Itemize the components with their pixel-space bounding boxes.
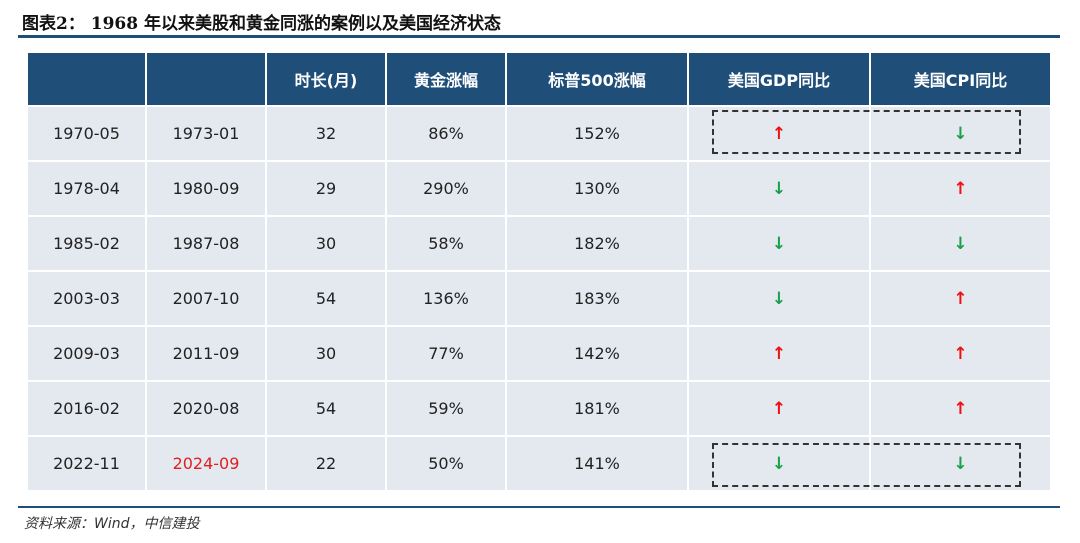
cell-gdp: ↓ (687, 435, 871, 492)
header-sp500: 标普500涨幅 (505, 51, 689, 107)
footer-line (18, 506, 1060, 508)
arrow-down-icon: ↓ (953, 453, 968, 474)
cell-cpi: ↑ (869, 325, 1052, 382)
table-row: 1985-02 1987-08 30 58% 182% ↓ ↓ (26, 215, 1052, 272)
cell-months: 54 (265, 380, 387, 437)
cell-gold: 77% (385, 325, 507, 382)
arrow-down-icon: ↓ (771, 178, 787, 199)
arrow-down-icon: ↓ (771, 453, 787, 474)
cell-cpi: ↓ (869, 105, 1052, 162)
arrow-down-icon: ↓ (771, 288, 787, 309)
cell-start: 2016-02 (26, 380, 147, 437)
cell-sp500: 183% (505, 270, 689, 327)
cell-months: 32 (265, 105, 387, 162)
table-row: 1978-04 1980-09 29 290% 130% ↓ ↑ (26, 160, 1052, 217)
table-row: 2003-03 2007-10 54 136% 183% ↓ ↑ (26, 270, 1052, 327)
cell-sp500: 141% (505, 435, 689, 492)
cell-gdp: ↓ (687, 160, 871, 217)
table-row: 1970-05 1973-01 32 86% 152% ↑ ↓ (26, 105, 1052, 162)
arrow-up-icon: ↑ (953, 398, 968, 419)
cell-sp500: 152% (505, 105, 689, 162)
header-end (145, 51, 267, 107)
cell-end: 1973-01 (145, 105, 267, 162)
cell-start: 1985-02 (26, 215, 147, 272)
cell-start: 2003-03 (26, 270, 147, 327)
header-gold: 黄金涨幅 (385, 51, 507, 107)
cell-end: 2007-10 (145, 270, 267, 327)
header-months: 时长(月) (265, 51, 387, 107)
cell-end: 2020-08 (145, 380, 267, 437)
header-row: 时长(月) 黄金涨幅 标普500涨幅 美国GDP同比 美国CPI同比 (26, 51, 1052, 107)
cell-gold: 136% (385, 270, 507, 327)
arrow-up-icon: ↑ (953, 343, 968, 364)
cell-gdp: ↓ (687, 270, 871, 327)
cell-gdp: ↑ (687, 380, 871, 437)
cell-sp500: 181% (505, 380, 689, 437)
cell-cpi: ↓ (869, 435, 1052, 492)
source-note: 资料来源：Wind，中信建投 (24, 516, 200, 532)
arrow-up-icon: ↑ (771, 398, 787, 419)
cell-cpi: ↑ (869, 380, 1052, 437)
arrow-down-icon: ↓ (953, 123, 968, 144)
title-bar: 图表2： 1968 年以来美股和黄金同涨的案例以及美国经济状态 (18, 0, 1060, 38)
arrow-up-icon: ↑ (771, 123, 787, 144)
cell-start: 2009-03 (26, 325, 147, 382)
cell-sp500: 142% (505, 325, 689, 382)
cell-gdp: ↓ (687, 215, 871, 272)
table-row: 2022-11 2024-09 22 50% 141% ↓ ↓ (26, 435, 1052, 492)
cell-gdp: ↑ (687, 325, 871, 382)
cell-end: 1980-09 (145, 160, 267, 217)
cell-gold: 58% (385, 215, 507, 272)
cell-months: 29 (265, 160, 387, 217)
arrow-down-icon: ↓ (771, 233, 787, 254)
cell-months: 22 (265, 435, 387, 492)
header-start (26, 51, 147, 107)
cell-months: 54 (265, 270, 387, 327)
cell-end: 2011-09 (145, 325, 267, 382)
cell-start: 2022-11 (26, 435, 147, 492)
cell-cpi: ↑ (869, 160, 1052, 217)
arrow-down-icon: ↓ (953, 233, 968, 254)
figure-title: 图表2： 1968 年以来美股和黄金同涨的案例以及美国经济状态 (22, 14, 501, 34)
cell-cpi: ↓ (869, 215, 1052, 272)
cell-gold: 290% (385, 160, 507, 217)
data-table: 时长(月) 黄金涨幅 标普500涨幅 美国GDP同比 美国CPI同比 1970-… (26, 51, 1052, 492)
cell-gold: 50% (385, 435, 507, 492)
table-row: 2009-03 2011-09 30 77% 142% ↑ ↑ (26, 325, 1052, 382)
header-gdp: 美国GDP同比 (687, 51, 871, 107)
table-row: 2016-02 2020-08 54 59% 181% ↑ ↑ (26, 380, 1052, 437)
cell-gold: 59% (385, 380, 507, 437)
cell-sp500: 130% (505, 160, 689, 217)
cell-sp500: 182% (505, 215, 689, 272)
cell-start: 1970-05 (26, 105, 147, 162)
arrow-up-icon: ↑ (771, 343, 787, 364)
cell-months: 30 (265, 325, 387, 382)
cell-start: 1978-04 (26, 160, 147, 217)
cell-end: 2024-09 (145, 435, 267, 492)
arrow-up-icon: ↑ (953, 288, 968, 309)
cell-gdp: ↑ (687, 105, 871, 162)
cell-gold: 86% (385, 105, 507, 162)
header-cpi: 美国CPI同比 (869, 51, 1052, 107)
cell-months: 30 (265, 215, 387, 272)
cell-cpi: ↑ (869, 270, 1052, 327)
arrow-up-icon: ↑ (953, 178, 968, 199)
cell-end: 1987-08 (145, 215, 267, 272)
